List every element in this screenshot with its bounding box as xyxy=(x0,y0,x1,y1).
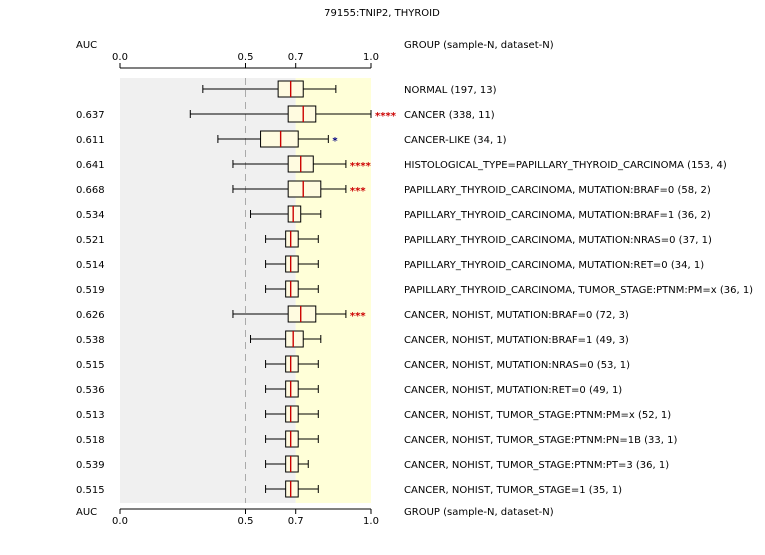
group-label: CANCER-LIKE (34, 1) xyxy=(404,135,507,146)
group-label: CANCER, NOHIST, MUTATION:NRAS=0 (53, 1) xyxy=(404,360,630,371)
significance-stars: *** xyxy=(350,311,366,322)
group-row: 0.536 CANCER, NOHIST, MUTATION:RET=0 (49,… xyxy=(76,380,622,398)
x-tick-label: 1.0 xyxy=(363,516,379,527)
x-axis-bottom: 0.0 0.5 0.7 1.0 xyxy=(112,508,379,527)
group-label: NORMAL (197, 13) xyxy=(404,85,497,96)
group-label: CANCER, NOHIST, MUTATION:BRAF=1 (49, 3) xyxy=(404,335,629,346)
group-label: CANCER, NOHIST, TUMOR_STAGE:PTNM:PT=3 (3… xyxy=(404,460,669,471)
auc-value: 0.521 xyxy=(76,235,105,246)
group-label: CANCER, NOHIST, TUMOR_STAGE:PTNM:PM=x (5… xyxy=(404,410,671,421)
iqr-box xyxy=(285,455,299,473)
group-row: 0.519 PAPILLARY_THYROID_CARCINOMA, TUMOR_… xyxy=(76,280,753,298)
iqr-box xyxy=(260,130,299,148)
auc-value: 0.515 xyxy=(76,360,105,371)
significance-stars: *** xyxy=(350,186,366,197)
auc-header-top: AUC xyxy=(76,40,97,51)
auc-value: 0.641 xyxy=(76,160,105,171)
group-label: PAPILLARY_THYROID_CARCINOMA, MUTATION:NR… xyxy=(404,235,712,246)
group-row: 0.637 **** CANCER (338, 11) xyxy=(76,105,495,123)
group-row: 0.515 CANCER, NOHIST, MUTATION:NRAS=0 (53… xyxy=(76,355,630,373)
auc-value: 0.534 xyxy=(76,210,105,221)
iqr-box xyxy=(287,205,302,223)
iqr-box xyxy=(285,255,299,273)
chart-title: 79155:TNIP2, THYROID xyxy=(324,8,440,19)
x-tick-label: 0.7 xyxy=(288,516,304,527)
x-tick-label: 0.0 xyxy=(112,52,128,63)
group-label: CANCER, NOHIST, MUTATION:BRAF=0 (72, 3) xyxy=(404,310,629,321)
auc-value: 0.626 xyxy=(76,310,105,321)
auc-value: 0.513 xyxy=(76,410,105,421)
group-row: 0.626 *** CANCER, NOHIST, MUTATION:BRAF=0 … xyxy=(76,305,629,323)
iqr-box xyxy=(285,230,299,248)
auc-value: 0.536 xyxy=(76,385,105,396)
shaded-region-2 xyxy=(295,78,371,503)
group-row: 0.518 CANCER, NOHIST, TUMOR_STAGE:PTNM:PN… xyxy=(76,430,677,448)
x-tick-label: 0.0 xyxy=(112,516,128,527)
significance-stars: * xyxy=(332,136,338,147)
group-label: PAPILLARY_THYROID_CARCINOMA, MUTATION:RE… xyxy=(404,260,704,271)
group-label: CANCER, NOHIST, TUMOR_STAGE=1 (35, 1) xyxy=(404,485,622,496)
auc-value: 0.514 xyxy=(76,260,105,271)
x-axis-top: 0.0 0.5 0.7 1.0 xyxy=(112,52,379,69)
group-label: PAPILLARY_THYROID_CARCINOMA, MUTATION:BR… xyxy=(404,185,711,196)
group-row: 0.515 CANCER, NOHIST, TUMOR_STAGE=1 (35, … xyxy=(76,480,622,498)
iqr-box xyxy=(287,305,317,323)
auc-value: 0.519 xyxy=(76,285,105,296)
iqr-box xyxy=(287,105,317,123)
group-row: 0.521 PAPILLARY_THYROID_CARCINOMA, MUTATI… xyxy=(76,230,712,248)
iqr-box xyxy=(285,405,299,423)
group-label: CANCER, NOHIST, MUTATION:RET=0 (49, 1) xyxy=(404,385,622,396)
iqr-box xyxy=(285,355,299,373)
iqr-box xyxy=(287,180,322,198)
group-label: CANCER (338, 11) xyxy=(404,110,495,121)
group-rows: NORMAL (197, 13)0.637 **** CANCER (338, 11… xyxy=(76,80,753,498)
shaded-region-0 xyxy=(120,78,246,503)
group-row: 0.539 CANCER, NOHIST, TUMOR_STAGE:PTNM:PT… xyxy=(76,455,669,473)
group-row: 0.513 CANCER, NOHIST, TUMOR_STAGE:PTNM:PM… xyxy=(76,405,671,423)
auc-value: 0.668 xyxy=(76,185,105,196)
x-tick-label: 0.5 xyxy=(238,52,254,63)
x-tick-label: 1.0 xyxy=(363,52,379,63)
group-row: 0.641 **** HISTOLOGICAL_TYPE=PAPILLARY_THY… xyxy=(76,155,727,173)
significance-stars: **** xyxy=(375,111,397,122)
iqr-box xyxy=(285,280,299,298)
significance-stars: **** xyxy=(350,161,372,172)
group-row: 0.668 *** PAPILLARY_THYROID_CARCINOMA, MUT… xyxy=(76,180,711,198)
group-row: 0.534 PAPILLARY_THYROID_CARCINOMA, MUTATI… xyxy=(76,205,711,223)
iqr-box xyxy=(285,480,299,498)
iqr-box xyxy=(285,380,299,398)
iqr-box xyxy=(285,330,304,348)
auc-value: 0.538 xyxy=(76,335,105,346)
x-tick-label: 0.7 xyxy=(288,52,304,63)
auc-value: 0.518 xyxy=(76,435,105,446)
group-label: PAPILLARY_THYROID_CARCINOMA, TUMOR_STAGE… xyxy=(404,285,753,296)
auc-header-bottom: AUC xyxy=(76,507,97,518)
group-label: PAPILLARY_THYROID_CARCINOMA, MUTATION:BR… xyxy=(404,210,711,221)
group-row: 0.538 CANCER, NOHIST, MUTATION:BRAF=1 (49… xyxy=(76,330,629,348)
auc-value: 0.539 xyxy=(76,460,105,471)
group-row: NORMAL (197, 13) xyxy=(202,80,497,98)
group-header-top: GROUP (sample-N, dataset-N) xyxy=(404,40,554,51)
auc-value: 0.515 xyxy=(76,485,105,496)
group-row: 0.514 PAPILLARY_THYROID_CARCINOMA, MUTATI… xyxy=(76,255,704,273)
group-row: 0.611 * CANCER-LIKE (34, 1) xyxy=(76,130,507,148)
group-label: HISTOLOGICAL_TYPE=PAPILLARY_THYROID_CARC… xyxy=(404,160,727,171)
x-tick-label: 0.5 xyxy=(238,516,254,527)
auc-value: 0.637 xyxy=(76,110,105,121)
iqr-box xyxy=(285,430,299,448)
group-header-bottom: GROUP (sample-N, dataset-N) xyxy=(404,507,554,518)
auc-value: 0.611 xyxy=(76,135,105,146)
group-label: CANCER, NOHIST, TUMOR_STAGE:PTNM:PN=1B (… xyxy=(404,435,677,446)
